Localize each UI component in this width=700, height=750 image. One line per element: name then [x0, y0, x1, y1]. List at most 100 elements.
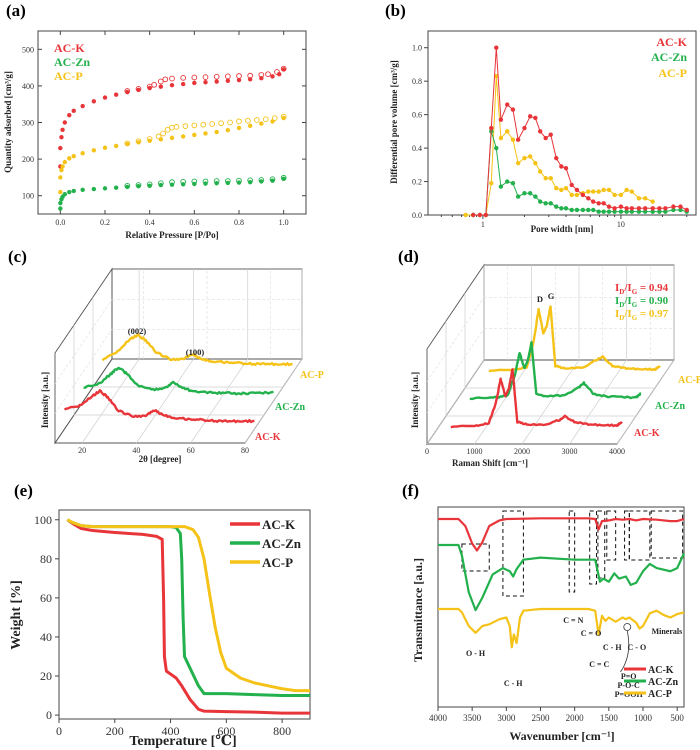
panel-c: (c) 20 40 60 80 (002) (100) AC-P AC-Zn AC-K…	[8, 247, 324, 464]
band-label: C = O	[581, 629, 602, 638]
point-ac-zn	[657, 209, 662, 214]
panel-a: (a) 0.0 0.2 0.4 0.6 0.8 1.0 100 200 300 400 500 Re…	[3, 1, 307, 240]
series-b	[463, 45, 689, 218]
desorption-point-ac-k	[224, 73, 231, 80]
x-tick-label: 20	[78, 446, 86, 455]
x-axis-label-a: Relative Pressure [P/Po]	[125, 230, 218, 240]
point-ac-k	[505, 102, 510, 107]
desorption-point-ac-zn	[247, 177, 254, 184]
axis-ticks-a: 0.0 0.2 0.4 0.6 0.8 1.0 100 200 300 400 500	[22, 31, 306, 227]
x-tick-label: 0	[425, 447, 429, 456]
point-ac-zn	[559, 206, 564, 211]
plot-frame-f	[437, 506, 685, 708]
point-ac-zn	[537, 199, 543, 204]
adsorption-point-ac-p	[67, 156, 72, 161]
adsorption-point-ac-p	[180, 134, 186, 139]
floor	[54, 358, 303, 444]
adsorption-point-ac-zn	[67, 189, 72, 195]
point-ac-k	[624, 206, 629, 211]
point-ac-k	[563, 165, 569, 171]
point-ac-p	[548, 176, 553, 181]
adsorption-point-ac-k	[91, 99, 97, 104]
point-ac-p	[522, 155, 527, 161]
desorption-point-ac-k	[265, 71, 271, 78]
adsorption-point-ac-k	[270, 74, 275, 79]
ratio-ac-k: ID/IG = 0.94	[615, 282, 669, 296]
desorption-point-ac-p	[169, 124, 175, 131]
x-axis-label-f: Wavenumber [cm⁻¹]	[509, 729, 614, 743]
adsorption-point-ac-zn	[247, 179, 253, 185]
band-label: C - H	[504, 679, 523, 688]
adsorption-point-ac-k	[102, 95, 108, 100]
desorption-point-ac-k	[191, 74, 198, 81]
legend-label-ac-zn: AC-Zn	[262, 536, 302, 551]
point-ac-k	[601, 201, 606, 206]
legend-ac-k-b: AC-K	[656, 35, 687, 49]
point-ac-zn	[663, 209, 668, 214]
adsorption-point-ac-k	[62, 120, 67, 125]
y-tick-label-b: 0.0	[412, 211, 422, 220]
adsorption-point-ac-k	[203, 80, 208, 85]
adsorption-point-ac-p	[225, 127, 231, 133]
point-ac-k	[671, 204, 676, 209]
point-ac-k	[629, 206, 635, 211]
y-tick-label-a: 200	[22, 155, 34, 164]
series-c	[63, 333, 293, 424]
x-tick-label-a: 0.4	[145, 218, 155, 227]
point-ac-k	[548, 132, 553, 137]
panel-label-a: (a)	[6, 1, 26, 20]
point-ac-p	[596, 189, 601, 194]
point-ac-p	[618, 192, 624, 198]
spectrum-ac-p	[101, 333, 293, 367]
desorption-point-ac-p	[173, 124, 180, 130]
adsorption-point-ac-p	[236, 125, 242, 131]
desorption-point-ac-p	[271, 115, 278, 121]
desorption-point-ac-k	[280, 65, 287, 72]
adsorption-point-ac-zn	[58, 200, 63, 206]
desorption-point-ac-zn	[224, 178, 231, 184]
adsorption-point-ac-k	[158, 84, 164, 89]
x-axis-label-d: Raman Shift [cm⁻¹]	[452, 458, 528, 468]
x-tick-label-e: 400	[162, 724, 180, 738]
point-ac-p	[489, 181, 494, 186]
legend-ac-zn-a: AC-Zn	[54, 55, 90, 69]
floor-grid-line	[190, 358, 249, 444]
adsorption-point-ac-k	[58, 145, 63, 151]
ftir-curve-ac-p	[438, 607, 685, 649]
point-ac-zn	[548, 201, 553, 206]
x-tick-label-b: 1	[481, 220, 485, 229]
point-ac-k	[470, 212, 476, 218]
y-tick-label-e: 0	[46, 708, 52, 722]
spectrum-ac-k	[63, 389, 255, 424]
band-box	[589, 510, 598, 585]
y-axis-label-a: Quantity adsorbed [cm³/g]	[3, 71, 13, 173]
adsorption-point-ac-p	[71, 153, 76, 159]
point-ac-p	[463, 212, 468, 218]
point-ac-p	[650, 199, 655, 204]
series-f	[438, 517, 685, 649]
point-ac-zn	[596, 209, 601, 214]
floor-grid-line	[136, 358, 194, 444]
x-tick-label: 40	[132, 446, 140, 455]
series-e	[66, 518, 310, 715]
desorption-point-ac-zn	[258, 177, 265, 183]
y-axis-label-e: Weight [%]	[9, 580, 24, 650]
point-ac-zn	[606, 209, 612, 214]
axis-ticks-c: 20 40 60 80	[78, 446, 249, 455]
desorption-point-ac-k	[247, 72, 254, 79]
point-ac-p	[636, 196, 642, 201]
line-ac-p	[465, 76, 653, 216]
point-ac-zn	[629, 209, 635, 214]
adsorption-point-ac-zn	[91, 186, 97, 192]
y-axis-label-f: Transmittance [a.u.]	[411, 558, 425, 662]
point-ac-k	[554, 155, 559, 161]
side-grid-line	[54, 329, 113, 414]
adsorption-point-ac-p	[113, 143, 119, 149]
desorption-point-ac-k	[202, 74, 209, 80]
desorption-point-ac-k	[146, 83, 153, 90]
point-ac-p	[554, 186, 559, 191]
annotation-002: (002)	[128, 326, 147, 336]
desorption-point-ac-k	[169, 75, 175, 82]
point-ac-k	[586, 196, 591, 201]
